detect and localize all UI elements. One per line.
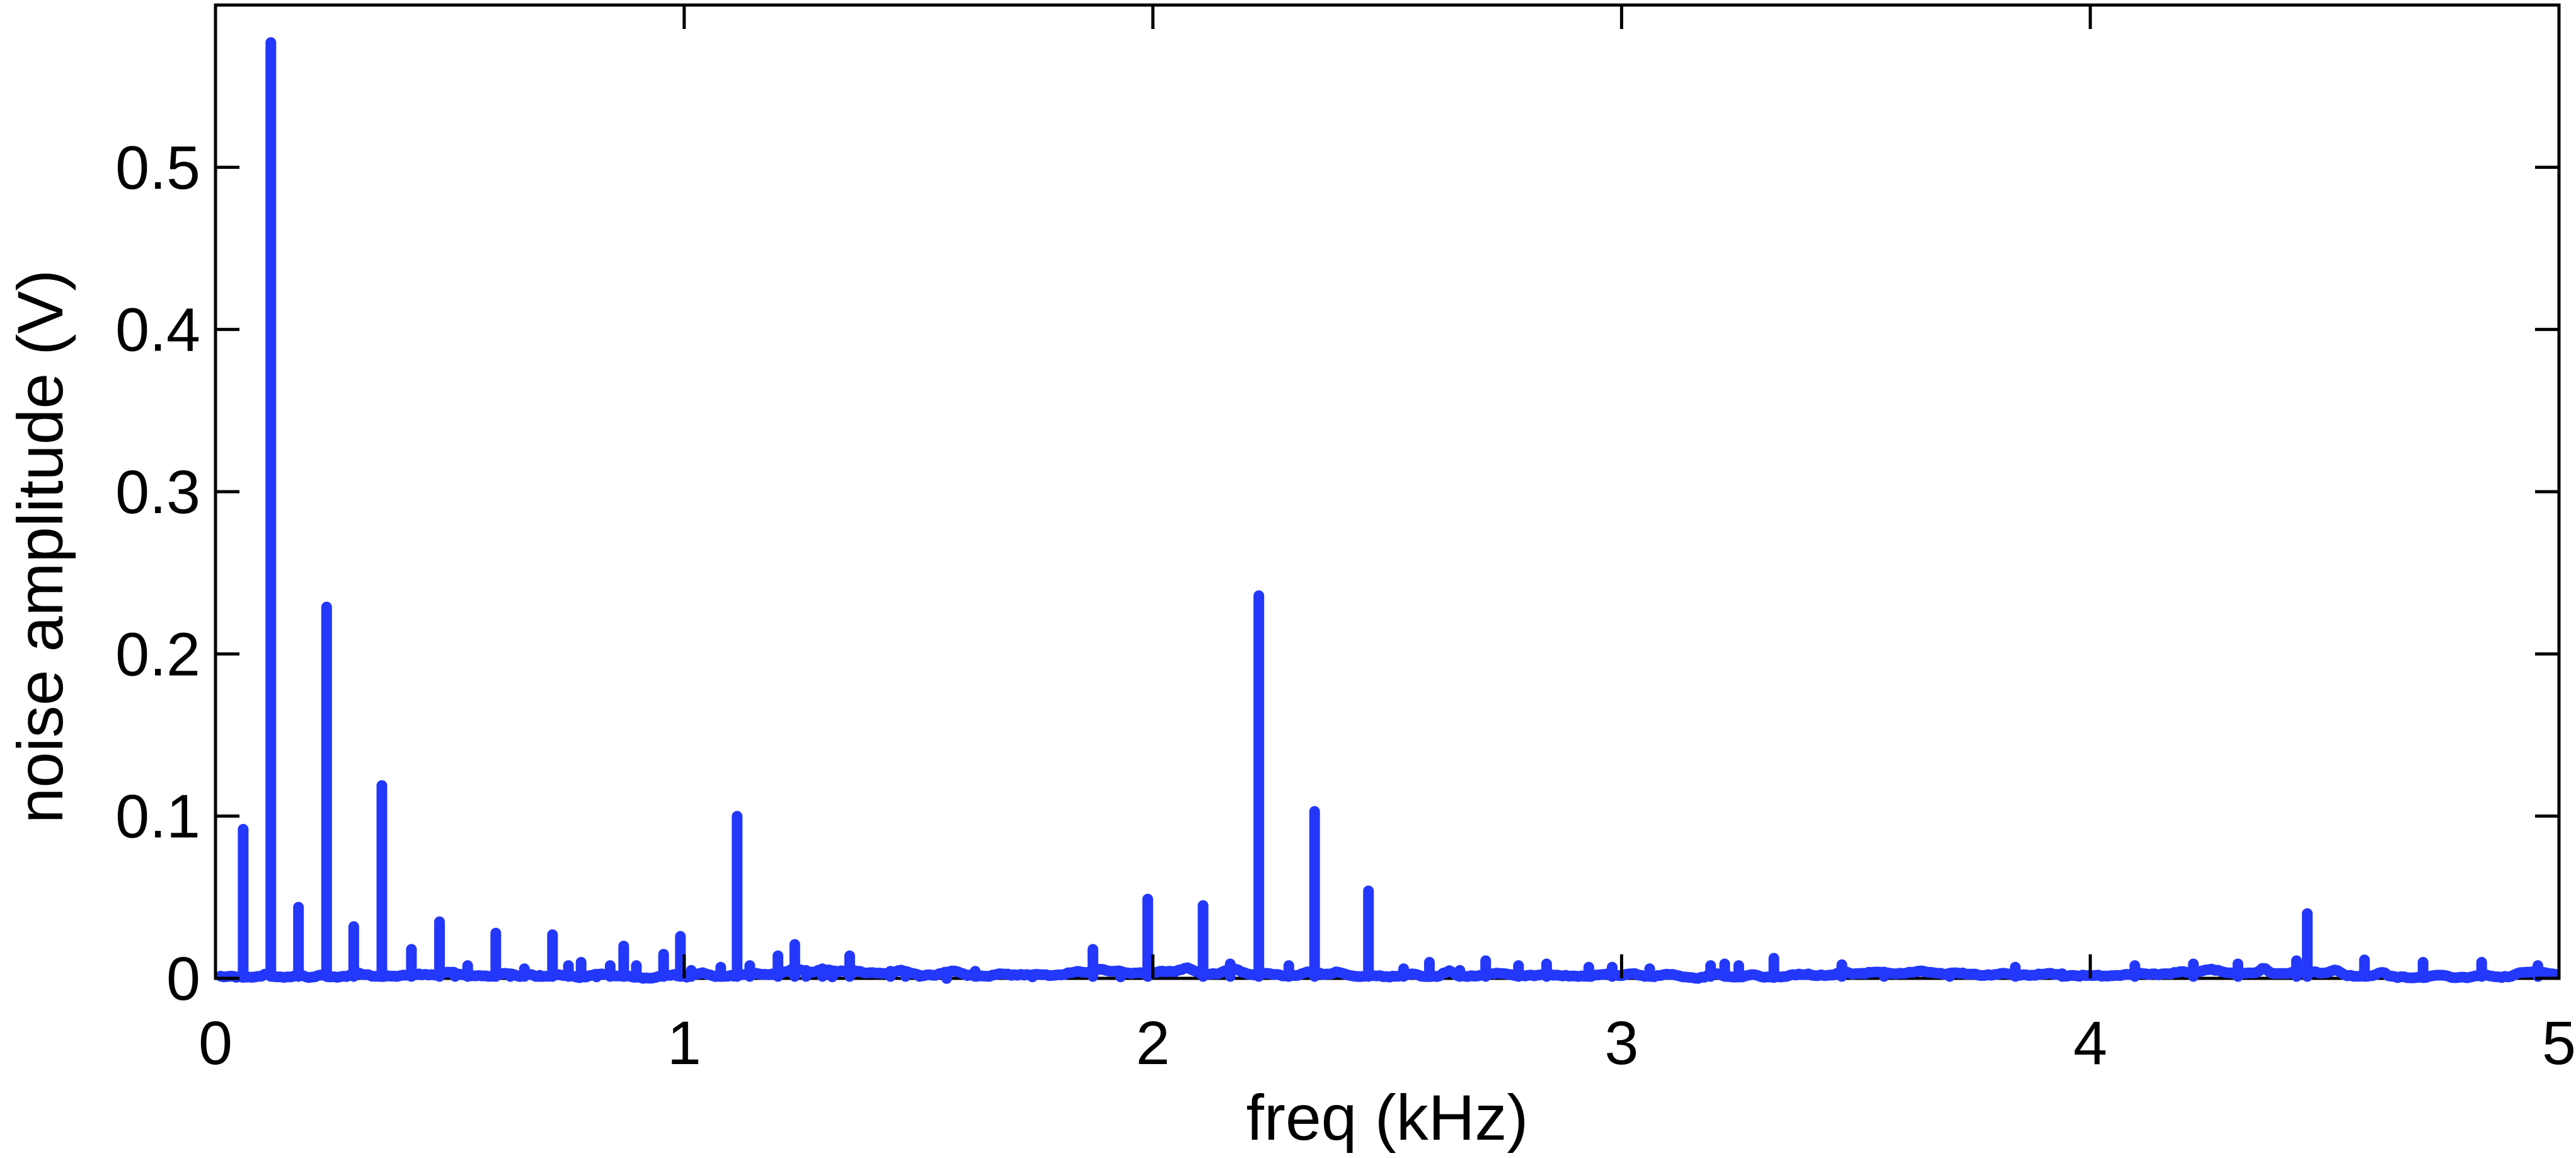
y-tick-label: 0 [166, 944, 200, 1013]
y-tick-label: 0.4 [115, 296, 200, 364]
y-tick-label: 0.2 [115, 620, 200, 688]
y-tick-label: 0.1 [115, 782, 200, 851]
x-tick-label: 5 [2542, 1009, 2576, 1077]
spectrum-peaks-trace [238, 37, 2543, 984]
y-tick-label: 0.3 [115, 458, 200, 526]
y-axis-label: noise amplitude (V) [4, 269, 76, 824]
x-axis-label: freq (kHz) [1246, 1082, 1529, 1154]
plot-box [214, 3, 2561, 980]
y-tick-label: 0.5 [115, 133, 200, 202]
x-tick-label: 2 [1136, 1009, 1170, 1077]
x-tick-label: 4 [2073, 1009, 2107, 1077]
x-tick-label: 1 [667, 1009, 701, 1077]
x-tick-label: 0 [198, 1009, 233, 1077]
x-tick-label: 3 [1604, 1009, 1638, 1077]
